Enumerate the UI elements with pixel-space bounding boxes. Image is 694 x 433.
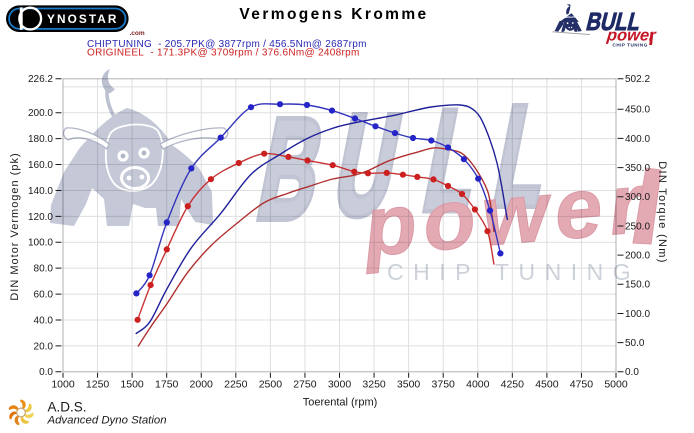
svg-text:0.0: 0.0 [625,367,639,378]
svg-text:180.0: 180.0 [28,134,53,145]
svg-text:20.0: 20.0 [34,341,54,352]
svg-text:Advanced Dyno Station: Advanced Dyno Station [47,415,167,427]
svg-text:ORIGINEEL - 171.3PK@ 3709rpm: ORIGINEEL - 171.3PK@ 3709rpm / 376.6Nm@ … [87,47,360,58]
svg-text:3000: 3000 [328,379,352,391]
svg-text:1500: 1500 [120,379,144,391]
svg-text:CHIP TUNING: CHIP TUNING [613,42,648,47]
svg-text:DIN Torque (Nm): DIN Torque (Nm) [656,161,668,263]
svg-text:3250: 3250 [362,379,386,391]
svg-text:40.0: 40.0 [34,315,54,326]
svg-text:200.0: 200.0 [28,108,53,119]
svg-text:4500: 4500 [535,379,559,391]
svg-text:350.0: 350.0 [625,163,650,174]
svg-text:140.0: 140.0 [28,186,53,197]
svg-text:300.0: 300.0 [625,192,650,203]
svg-text:2250: 2250 [224,379,248,391]
svg-text:150.0: 150.0 [625,280,650,291]
svg-text:0.0: 0.0 [39,367,53,378]
svg-text:226.2: 226.2 [28,74,53,85]
svg-text:502.2: 502.2 [625,74,650,85]
svg-text:Toerental (rpm): Toerental (rpm) [303,397,378,409]
svg-text:80.0: 80.0 [34,264,54,275]
svg-text:1250: 1250 [86,379,110,391]
svg-text:.com: .com [130,30,145,37]
svg-text:60.0: 60.0 [34,290,54,301]
svg-text:YNOSTAR: YNOSTAR [47,12,119,26]
svg-text:4750: 4750 [570,379,594,391]
svg-text:50.0: 50.0 [625,338,645,349]
svg-text:450.0: 450.0 [625,105,650,116]
svg-text:2000: 2000 [190,379,214,391]
svg-text:BULL: BULL [584,7,644,35]
svg-text:power: power [605,26,658,45]
svg-text:CHIPTUNING - 205.7PK@ 3877rpm: CHIPTUNING - 205.7PK@ 3877rpm / 456.5Nm@… [87,39,367,50]
svg-text:A.D.S.: A.D.S. [48,400,87,415]
svg-text:250.0: 250.0 [625,221,650,232]
svg-text:1750: 1750 [155,379,179,391]
svg-text:5000: 5000 [604,379,628,391]
svg-text:4250: 4250 [501,379,525,391]
svg-text:400.0: 400.0 [625,134,650,145]
svg-text:CHIP TUNING: CHIP TUNING [387,259,640,285]
svg-text:4000: 4000 [466,379,490,391]
svg-text:2750: 2750 [293,379,317,391]
svg-text:DIN Motor Vermogen (pk): DIN Motor Vermogen (pk) [9,152,21,300]
svg-text:100.0: 100.0 [28,238,53,249]
svg-text:1000: 1000 [51,379,75,391]
svg-text:2500: 2500 [259,379,283,391]
svg-text:120.0: 120.0 [28,212,53,223]
svg-text:160.0: 160.0 [28,160,53,171]
svg-text:3500: 3500 [397,379,421,391]
svg-text:200.0: 200.0 [625,251,650,262]
svg-text:Vermogens Kromme: Vermogens Kromme [239,6,428,23]
svg-text:100.0: 100.0 [625,309,650,320]
svg-text:3750: 3750 [432,379,456,391]
